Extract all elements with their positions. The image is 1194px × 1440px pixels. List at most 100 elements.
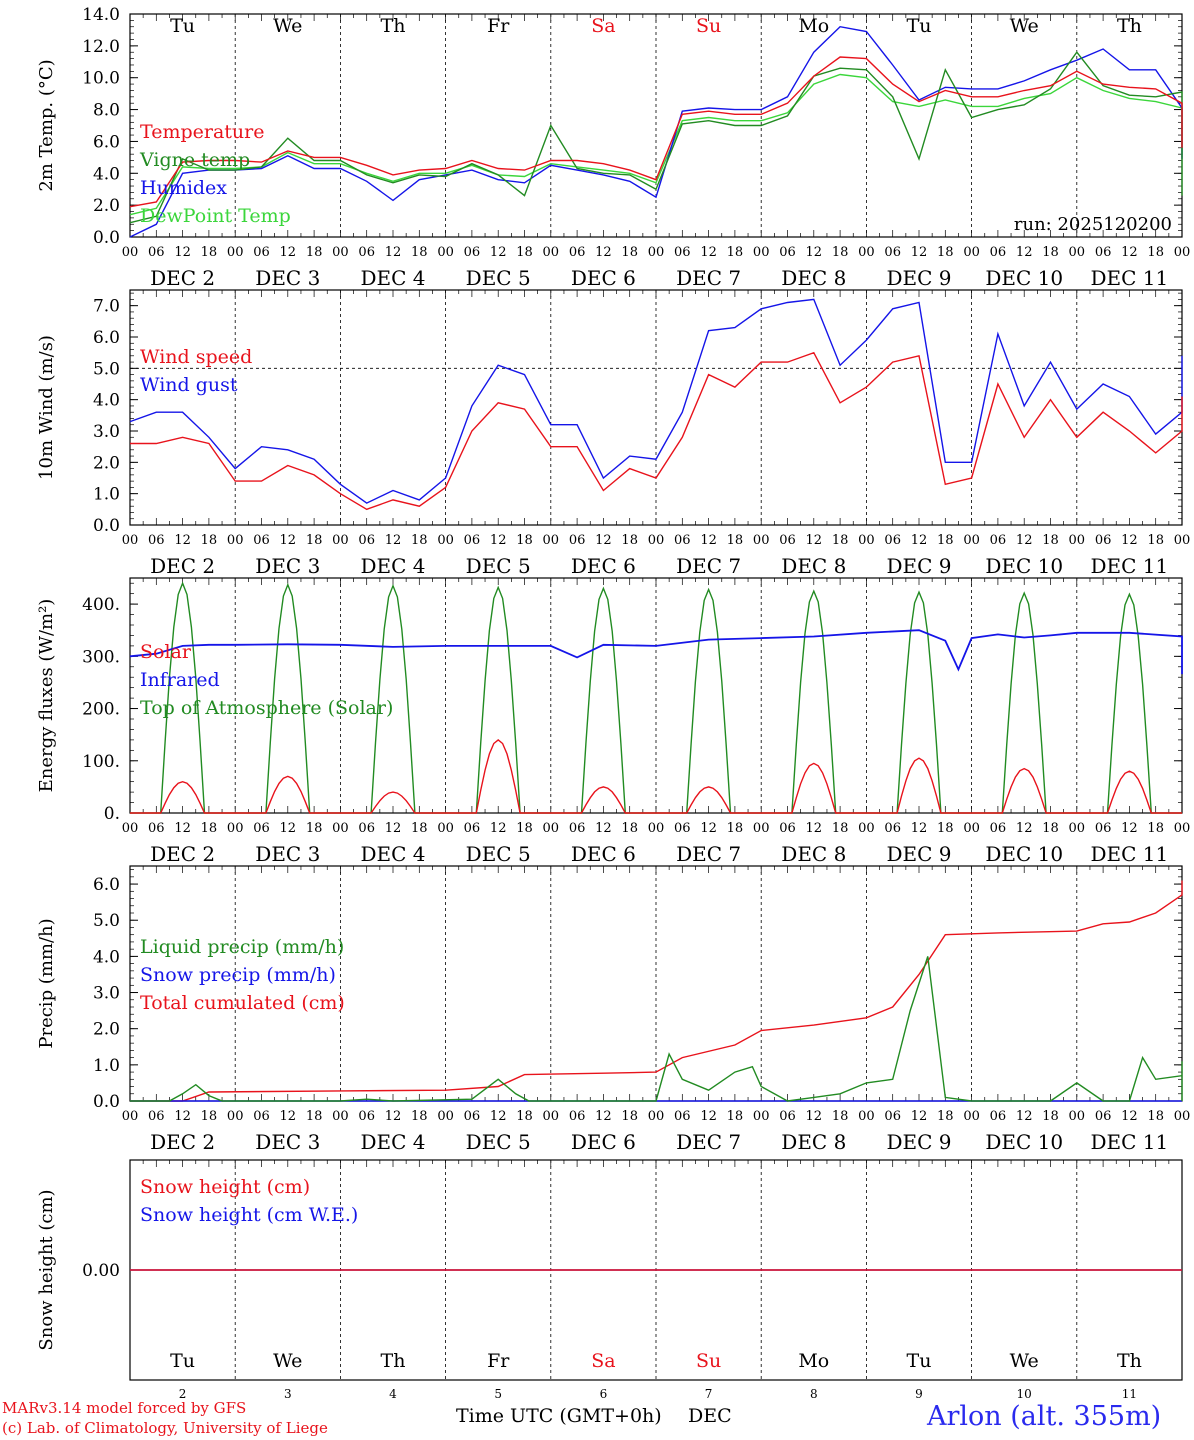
hour-label: 12: [174, 821, 191, 836]
hour-label: 00: [648, 245, 665, 260]
hour-label: 00: [332, 533, 349, 548]
hour-label: 00: [1069, 533, 1086, 548]
date-label: DEC 11: [1091, 554, 1169, 578]
date-label: DEC 9: [886, 1130, 951, 1154]
day-name: Mo: [798, 15, 829, 37]
y-tick-label: 4.0: [93, 164, 120, 184]
panel-3: [129, 577, 1183, 814]
legend-entry: Wind gust: [140, 374, 238, 396]
hour-label: 12: [280, 1109, 297, 1124]
series-line: [130, 738, 1182, 814]
hour-label: 00: [1069, 1109, 1086, 1124]
hour-label: 06: [779, 1109, 796, 1124]
series-line: [130, 351, 1183, 511]
hour-label: 12: [280, 245, 297, 260]
hour-label: 00: [332, 245, 349, 260]
hour-label: 18: [306, 1109, 323, 1124]
hour-label: 12: [1016, 533, 1033, 548]
date-label: DEC 6: [571, 842, 636, 866]
hour-label: 18: [937, 533, 954, 548]
hour-label: 18: [1147, 1109, 1164, 1124]
day-name: Su: [696, 15, 721, 37]
hour-label: 18: [727, 821, 744, 836]
hour-label: 06: [148, 821, 165, 836]
hour-label: 06: [569, 533, 586, 548]
hour-label: 00: [963, 821, 980, 836]
hour-label: 06: [569, 821, 586, 836]
hour-label: 18: [727, 533, 744, 548]
date-label: DEC 3: [255, 842, 320, 866]
hour-label: 06: [674, 821, 691, 836]
date-label: DEC 4: [360, 1130, 425, 1154]
series-line: [129, 73, 1183, 216]
hour-label: 00: [753, 821, 770, 836]
hour-label: 00: [858, 1109, 875, 1124]
day-number: 7: [705, 1387, 713, 1400]
hour-label: 00: [963, 245, 980, 260]
hour-label: 00: [1069, 821, 1086, 836]
hour-label: 12: [385, 533, 402, 548]
day-name: Sa: [591, 15, 615, 37]
panel-frame: [129, 13, 1183, 238]
hour-label: 12: [490, 821, 507, 836]
day-name: Th: [1117, 1350, 1142, 1372]
hour-label: 06: [990, 821, 1007, 836]
y-tick-label: 300.: [82, 647, 120, 667]
series-line: [130, 880, 1183, 1102]
y-tick-label: 1.0: [93, 485, 120, 505]
hour-label: 18: [1147, 821, 1164, 836]
hour-label: 00: [858, 245, 875, 260]
hour-label: 00: [1174, 245, 1191, 260]
hour-label: 18: [411, 245, 428, 260]
hour-label: 06: [884, 821, 901, 836]
hour-label: 12: [911, 821, 928, 836]
hour-label: 06: [990, 245, 1007, 260]
hour-label: 18: [516, 533, 533, 548]
hour-label: 00: [648, 533, 665, 548]
date-label: DEC 4: [360, 554, 425, 578]
day-name: Fr: [487, 1350, 510, 1372]
hour-label: 00: [753, 533, 770, 548]
hour-label: 00: [543, 1109, 560, 1124]
date-label: DEC 9: [886, 554, 951, 578]
legend-entry: Wind speed: [140, 346, 252, 368]
legend-entry: Snow height (cm W.E.): [140, 1204, 358, 1226]
hour-label: 12: [595, 1109, 612, 1124]
hour-label: 06: [1095, 1109, 1112, 1124]
hour-label: 12: [911, 245, 928, 260]
hour-label: 06: [464, 1109, 481, 1124]
hour-label: 12: [700, 245, 717, 260]
hour-label: 00: [122, 533, 139, 548]
hour-label: 18: [1042, 533, 1059, 548]
y-tick-label: 10.0: [82, 69, 120, 89]
hour-label: 06: [1095, 533, 1112, 548]
hour-label: 00: [963, 1109, 980, 1124]
y-tick-label: 0.0: [93, 228, 120, 248]
hour-label: 06: [253, 245, 270, 260]
date-label: DEC 10: [985, 842, 1063, 866]
y-tick-label: 2.0: [93, 453, 120, 473]
y-tick-label: 200.: [82, 700, 120, 720]
date-label: DEC 4: [360, 266, 425, 290]
hour-label: 12: [1016, 245, 1033, 260]
date-label: DEC 8: [781, 266, 846, 290]
hour-label: 12: [1121, 1109, 1138, 1124]
legend-entry: Total cumulated (cm): [140, 992, 345, 1014]
hour-label: 18: [832, 1109, 849, 1124]
hour-label: 12: [385, 821, 402, 836]
hour-label: 00: [122, 1109, 139, 1124]
date-label: DEC 7: [676, 554, 741, 578]
hour-label: 18: [832, 533, 849, 548]
hour-label: 18: [937, 245, 954, 260]
hour-label: 00: [1069, 245, 1086, 260]
date-label: DEC 10: [985, 266, 1063, 290]
hour-label: 00: [122, 821, 139, 836]
hour-label: 06: [779, 533, 796, 548]
hour-label: 06: [253, 533, 270, 548]
day-number: 3: [284, 1387, 292, 1400]
hour-label: 06: [569, 245, 586, 260]
legend-entry: Snow height (cm): [140, 1176, 310, 1198]
y-axis-title: 10m Wind (m/s): [36, 335, 57, 480]
hour-label: 00: [227, 245, 244, 260]
series-line: [129, 51, 1183, 224]
